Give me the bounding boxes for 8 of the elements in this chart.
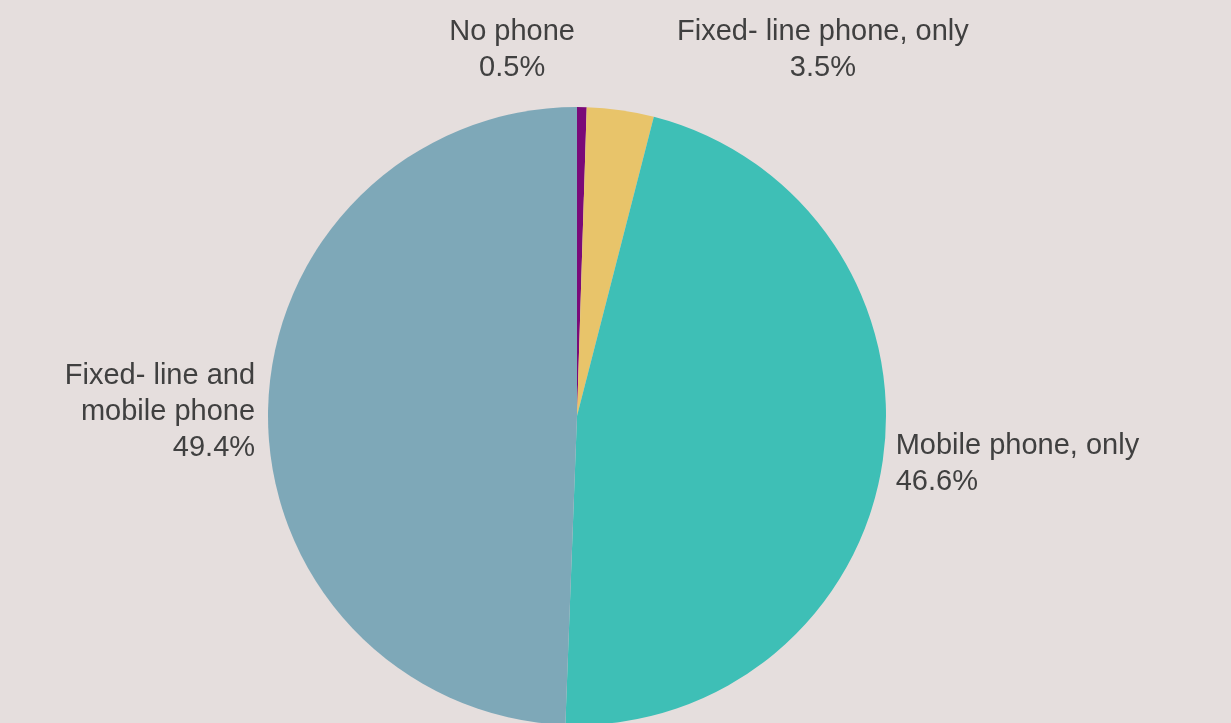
data-label: 46.6% [895, 463, 978, 496]
data-label: 49.4% [172, 430, 256, 463]
slice-label: No phone [449, 14, 576, 46]
slice-label: Fixed- line and mobile phone [64, 358, 256, 427]
slice-label: Fixed- line phone, only [676, 14, 970, 46]
data-label: 3.5% [789, 50, 856, 82]
slice-label: Mobile phone, only [895, 427, 1140, 460]
data-label: 0.5% [479, 50, 546, 82]
